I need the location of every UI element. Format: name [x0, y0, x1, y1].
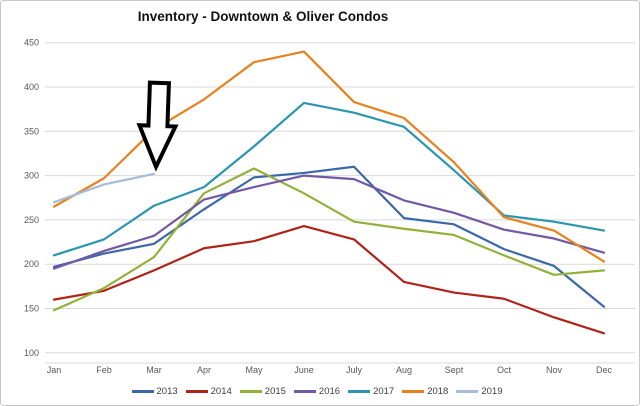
legend-item-2013: 2013 [131, 386, 178, 397]
x-tick-Sept: Sept [445, 365, 464, 375]
chart-title: Inventory - Downtown & Oliver Condos [137, 9, 389, 24]
legend-label-2019: 2019 [481, 386, 503, 397]
legend-swatch-2015 [239, 390, 262, 393]
legend-item-2016: 2016 [293, 386, 341, 397]
legend-item-2019: 2019 [456, 386, 502, 397]
legend-label-2017: 2017 [373, 386, 395, 397]
y-tick-300: 300 [24, 171, 39, 181]
x-tick-Oct: Oct [497, 365, 512, 375]
x-tick-Mar: Mar [146, 365, 162, 375]
series-2015-line [52, 167, 606, 312]
y-tick-400: 400 [24, 82, 39, 92]
series-2016-line [52, 174, 606, 270]
x-tick-May: May [245, 365, 263, 375]
x-tick-Dec: Dec [596, 365, 613, 375]
legend-item-2018: 2018 [402, 386, 448, 397]
series-2019-line [52, 172, 156, 204]
legend-swatch-2019 [456, 390, 479, 393]
legend-item-2015: 2015 [239, 386, 286, 397]
x-tick-July: July [346, 365, 363, 375]
annotation-arrow [136, 80, 179, 172]
legend-item-2017: 2017 [348, 386, 394, 397]
y-tick-150: 150 [24, 304, 39, 314]
x-tick-Jan: Jan [47, 365, 62, 375]
series-2013-line [52, 165, 606, 308]
legend-label-2016: 2016 [318, 386, 341, 397]
legend-swatch-2013 [131, 390, 154, 393]
x-tick-Aug: Aug [396, 365, 412, 375]
legend-swatch-2014 [185, 390, 208, 393]
x-tick-June: June [294, 365, 314, 375]
y-tick-200: 200 [24, 259, 39, 269]
y-tick-250: 250 [24, 215, 39, 225]
y-tick-350: 350 [24, 126, 39, 136]
x-tick-Apr: Apr [197, 365, 211, 375]
series-2017-line [52, 101, 606, 257]
chart-legend: 2013 2014 2015 2016 2017 2018 2019 [1, 386, 633, 397]
series-2018-line [52, 50, 606, 263]
legend-item-2014: 2014 [185, 386, 232, 397]
x-tick-Nov: Nov [546, 365, 563, 375]
x-tick-Feb: Feb [96, 365, 112, 375]
legend-swatch-2016 [293, 390, 316, 393]
legend-label-2014: 2014 [210, 386, 232, 397]
series-2014-line [52, 225, 606, 335]
legend-label-2015: 2015 [264, 386, 286, 397]
legend-label-2018: 2018 [427, 386, 449, 397]
y-tick-100: 100 [24, 348, 39, 358]
legend-swatch-2017 [348, 390, 371, 393]
y-tick-450: 450 [24, 38, 39, 48]
legend-swatch-2018 [402, 390, 425, 393]
legend-label-2013: 2013 [156, 386, 178, 397]
